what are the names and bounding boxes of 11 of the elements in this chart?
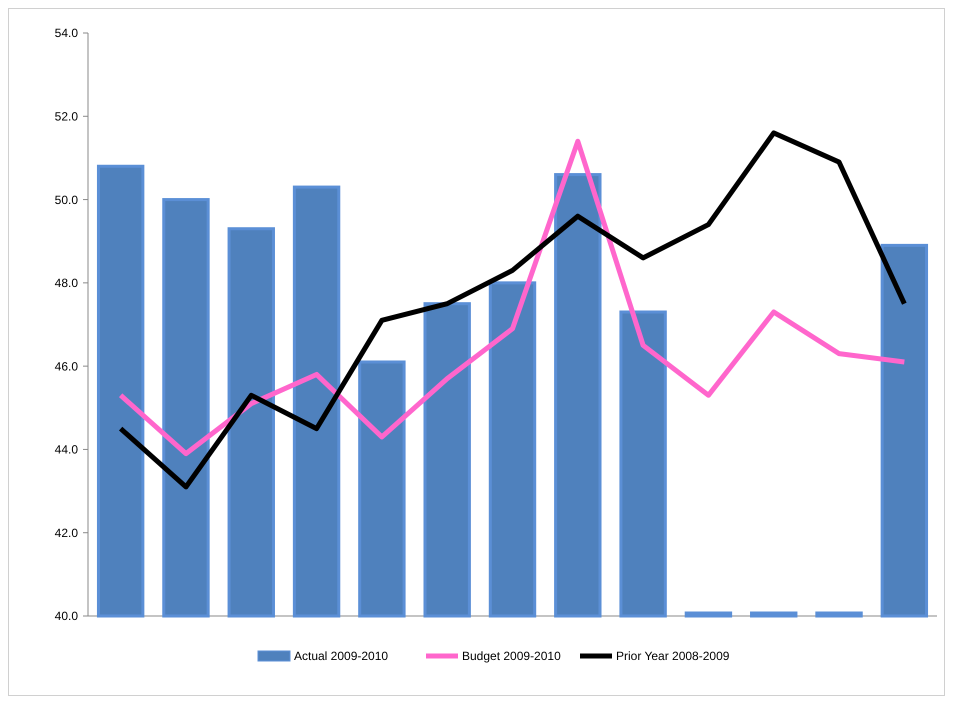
y-tick-label: 44.0 (54, 442, 78, 457)
y-tick-label: 40.0 (54, 609, 78, 624)
legend-label: Prior Year 2008-2009 (616, 649, 730, 664)
y-tick-label: 48.0 (54, 276, 78, 290)
y-tick-label: 50.0 (54, 192, 78, 207)
y-tick-label: 54.0 (54, 26, 78, 40)
legend-label: Budget 2009-2010 (462, 649, 562, 664)
y-tick-label: 46.0 (54, 359, 78, 374)
legend-label: Actual 2009-2010 (294, 649, 388, 664)
y-tick-label: 52.0 (54, 109, 78, 124)
y-tick-label: 42.0 (54, 526, 78, 540)
